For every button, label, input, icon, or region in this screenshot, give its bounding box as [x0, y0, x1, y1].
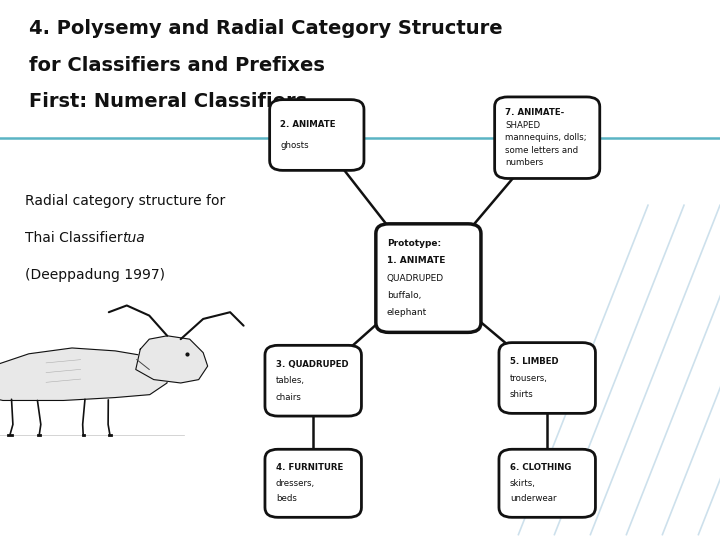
Text: tua: tua — [122, 231, 145, 245]
Text: (Deeppadung 1997): (Deeppadung 1997) — [25, 268, 165, 282]
Text: chairs: chairs — [276, 393, 302, 402]
Text: trousers,: trousers, — [510, 374, 548, 382]
Polygon shape — [136, 336, 207, 383]
Text: mannequins, dolls;: mannequins, dolls; — [505, 133, 587, 142]
FancyBboxPatch shape — [499, 449, 595, 517]
Text: 6. CLOTHING: 6. CLOTHING — [510, 463, 571, 472]
Text: elephant: elephant — [387, 308, 427, 317]
Text: 3. QUADRUPED: 3. QUADRUPED — [276, 360, 348, 369]
FancyBboxPatch shape — [265, 346, 361, 416]
FancyBboxPatch shape — [265, 449, 361, 517]
FancyBboxPatch shape — [499, 342, 595, 414]
Text: 5. LIMBED: 5. LIMBED — [510, 357, 559, 366]
Text: Radial category structure for: Radial category structure for — [25, 194, 225, 208]
FancyBboxPatch shape — [376, 224, 481, 333]
Text: QUADRUPED: QUADRUPED — [387, 274, 444, 282]
Text: SHAPED: SHAPED — [505, 120, 541, 130]
Text: beds: beds — [276, 495, 297, 503]
FancyBboxPatch shape — [495, 97, 600, 178]
Text: dressers,: dressers, — [276, 479, 315, 488]
Text: some letters and: some letters and — [505, 146, 579, 155]
Text: shirts: shirts — [510, 390, 534, 399]
Text: numbers: numbers — [505, 158, 544, 167]
Text: 1. ANIMATE: 1. ANIMATE — [387, 256, 445, 265]
Text: Thai Classifier: Thai Classifier — [25, 231, 127, 245]
Text: for Classifiers and Prefixes: for Classifiers and Prefixes — [29, 56, 325, 75]
Text: buffalo,: buffalo, — [387, 291, 421, 300]
Text: underwear: underwear — [510, 495, 557, 503]
Text: Prototype:: Prototype: — [387, 239, 441, 248]
Text: 4. FURNITURE: 4. FURNITURE — [276, 463, 343, 472]
Text: skirts,: skirts, — [510, 479, 536, 488]
Text: tables,: tables, — [276, 376, 305, 385]
Text: ghosts: ghosts — [281, 141, 309, 150]
Polygon shape — [0, 348, 167, 401]
Text: First: Numeral Classifiers: First: Numeral Classifiers — [29, 92, 307, 111]
FancyBboxPatch shape — [269, 99, 364, 171]
Text: 4. Polysemy and Radial Category Structure: 4. Polysemy and Radial Category Structur… — [29, 19, 503, 38]
Text: 2. ANIMATE: 2. ANIMATE — [281, 120, 336, 129]
Text: 7. ANIMATE-: 7. ANIMATE- — [505, 108, 564, 117]
